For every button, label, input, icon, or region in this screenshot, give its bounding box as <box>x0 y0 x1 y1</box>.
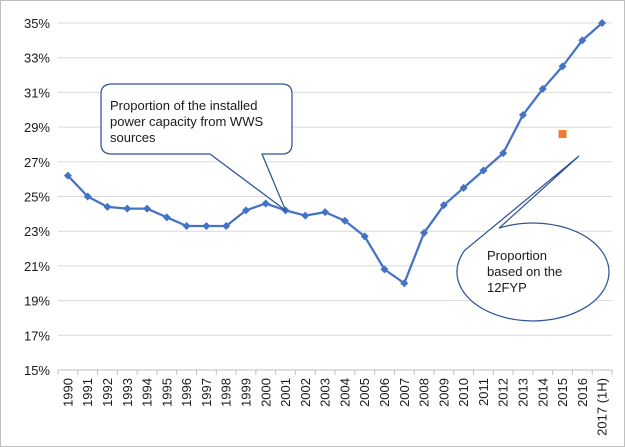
y-tick-label: 23% <box>24 224 50 239</box>
wws-data-point <box>598 19 607 27</box>
wws-data-point <box>301 211 310 220</box>
x-tick-label: 1991 <box>80 378 95 407</box>
fyp-data-point <box>558 130 567 139</box>
x-tick-label: 1994 <box>140 378 155 407</box>
x-tick-label: 2005 <box>357 378 372 407</box>
wws-data-point <box>578 36 587 45</box>
wws-data-point <box>143 204 152 213</box>
y-axis: 15% 17% 19% 21% 23% 25% 27% 29% 31% 33% 35% <box>24 16 50 378</box>
x-tick-label: 2017 (1H) <box>595 378 610 436</box>
wws-data-point <box>182 221 191 230</box>
x-tick-label: 2009 <box>436 378 451 407</box>
wws-data-point <box>83 192 92 201</box>
x-tick-label: 2007 <box>397 378 412 407</box>
wws-data-point <box>380 265 389 274</box>
callouts-layer <box>100 83 610 322</box>
wws-data-point <box>321 208 330 217</box>
y-tick-label: 17% <box>24 328 50 343</box>
x-tick-label: 1990 <box>60 378 75 407</box>
x-tick-label: 2008 <box>417 378 432 407</box>
x-axis: 1990 1991 1992 1993 1994 1995 1996 1997 1998 1999… <box>57 369 613 436</box>
wws-data-point <box>558 62 567 71</box>
x-tick-label: 1992 <box>100 378 115 407</box>
x-tick-label: 2002 <box>298 378 313 407</box>
wws-data-point <box>459 183 468 192</box>
wws-data-point <box>202 221 211 230</box>
series-layer <box>63 19 607 288</box>
wws-data-point <box>360 232 369 241</box>
callout-12fyp-text: Proportion based on the 12FYP <box>487 248 563 295</box>
x-tick-label: 2010 <box>456 378 471 407</box>
y-tick-label: 27% <box>24 155 50 170</box>
x-tick-label: 2006 <box>377 378 392 407</box>
wws-data-point <box>499 149 508 158</box>
x-tick-label: 2000 <box>258 378 273 407</box>
wws-data-point <box>340 216 349 225</box>
x-tick-label: 1997 <box>199 378 214 407</box>
wws-data-point <box>63 171 72 180</box>
x-tick-label: 1995 <box>159 378 174 407</box>
x-tick-label: 2011 <box>476 378 491 406</box>
y-tick-label: 15% <box>24 363 50 378</box>
x-tick-label: 1993 <box>120 378 135 407</box>
y-tick-label: 29% <box>24 120 50 135</box>
wws-data-point <box>241 206 250 215</box>
wws-data-point <box>261 199 270 208</box>
wws-data-point <box>439 201 448 210</box>
x-tick-label: 2003 <box>318 378 333 407</box>
x-tick-label: 1996 <box>179 378 194 407</box>
wws-data-point <box>518 110 527 119</box>
y-tick-label: 25% <box>24 190 50 205</box>
x-tick-label: 2001 <box>278 378 293 407</box>
x-tick-label: 2014 <box>535 378 550 407</box>
y-tick-label: 21% <box>24 259 50 274</box>
x-tick-label: 2004 <box>337 378 352 407</box>
wws-data-point <box>123 204 132 213</box>
wws-data-point <box>420 228 429 237</box>
wws-data-point <box>538 84 547 93</box>
callout-wws-text: Proportion of the installed power capaci… <box>110 98 264 145</box>
wws-data-point <box>103 202 112 211</box>
y-tick-label: 19% <box>24 294 50 309</box>
x-tick-label: 1999 <box>238 378 253 407</box>
y-tick-label: 35% <box>24 16 50 31</box>
x-tick-label: 2016 <box>575 378 590 407</box>
y-tick-label: 31% <box>24 85 50 100</box>
callout-12fyp-shape <box>456 155 610 322</box>
x-tick-label: 1998 <box>219 378 234 407</box>
y-tick-label: 33% <box>24 51 50 66</box>
x-tick-label: 2015 <box>555 378 570 407</box>
wws-series-line <box>67 22 603 285</box>
x-tick-label: 2012 <box>496 378 511 407</box>
callout-wws-shape <box>100 83 293 213</box>
wws-data-point <box>479 166 488 175</box>
wws-data-point <box>162 213 171 222</box>
wws-data-point <box>222 221 231 230</box>
x-tick-label: 2013 <box>515 378 530 407</box>
wws-data-point <box>400 279 409 288</box>
